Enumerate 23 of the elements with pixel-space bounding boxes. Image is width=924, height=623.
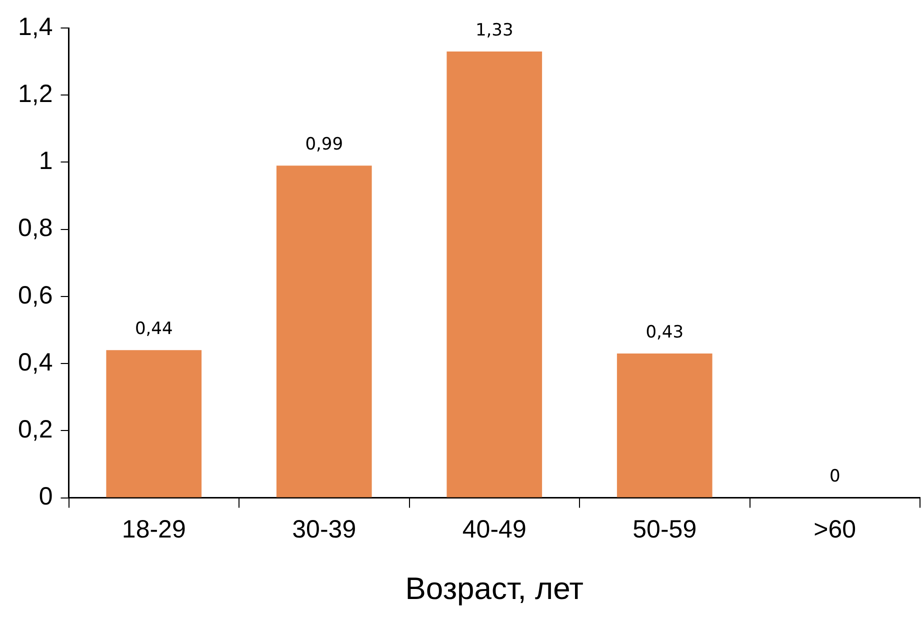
y-tick-label: 0,4 [18, 348, 53, 376]
x-tick-label: 30-39 [292, 516, 356, 544]
data-label: 1,33 [475, 20, 514, 40]
data-label: 0,99 [305, 134, 344, 155]
data-label: 0,43 [646, 322, 684, 342]
bar [616, 354, 712, 498]
bar [276, 166, 372, 498]
x-tick-label: >60 [814, 516, 856, 544]
data-label: 0,44 [134, 319, 173, 340]
y-tick-label: 0 [38, 482, 53, 511]
y-tick-label: 1 [38, 147, 53, 176]
x-tick-label: 40-49 [462, 516, 526, 544]
y-tick-label: 0,6 [18, 281, 53, 310]
y-tick-label: 0,2 [18, 416, 53, 444]
y-tick-label: 0,8 [18, 214, 53, 242]
x-tick-label: 50-59 [632, 516, 697, 544]
bar [106, 350, 202, 498]
x-axis-title: Возраст, лет [405, 570, 584, 606]
y-tick-label: 1,2 [18, 80, 53, 108]
bar [446, 51, 542, 498]
x-tick-label: 18-29 [122, 516, 186, 544]
y-tick-label: 1,4 [18, 12, 53, 41]
data-label: 0 [829, 466, 840, 487]
